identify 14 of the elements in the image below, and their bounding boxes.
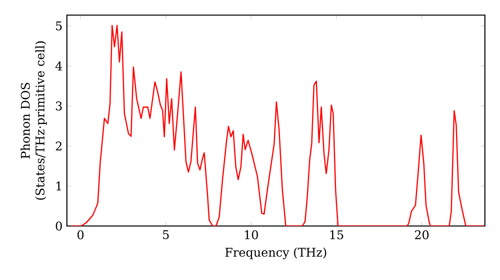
x-tick-label: 10: [245, 230, 258, 240]
line-series: [70, 24, 485, 226]
x-tick-label: 0: [78, 230, 84, 240]
x-tick-label: 15: [330, 230, 344, 240]
x-axis-title: Frequency (THz): [225, 248, 326, 260]
y-tick-label: 4: [55, 61, 62, 70]
y-tick-label: 0: [56, 221, 62, 231]
y-tick-label: 1: [56, 182, 61, 190]
x-tick-label: 20: [414, 230, 429, 240]
y-axis-title: Phonon DOS (States/THz·primitive cell): [20, 41, 47, 200]
x-tick-label: 5: [163, 230, 169, 240]
y-tick-label: 2: [56, 142, 62, 150]
y-tick-label: 3: [56, 101, 62, 110]
y-tick-label: 5: [56, 21, 62, 30]
